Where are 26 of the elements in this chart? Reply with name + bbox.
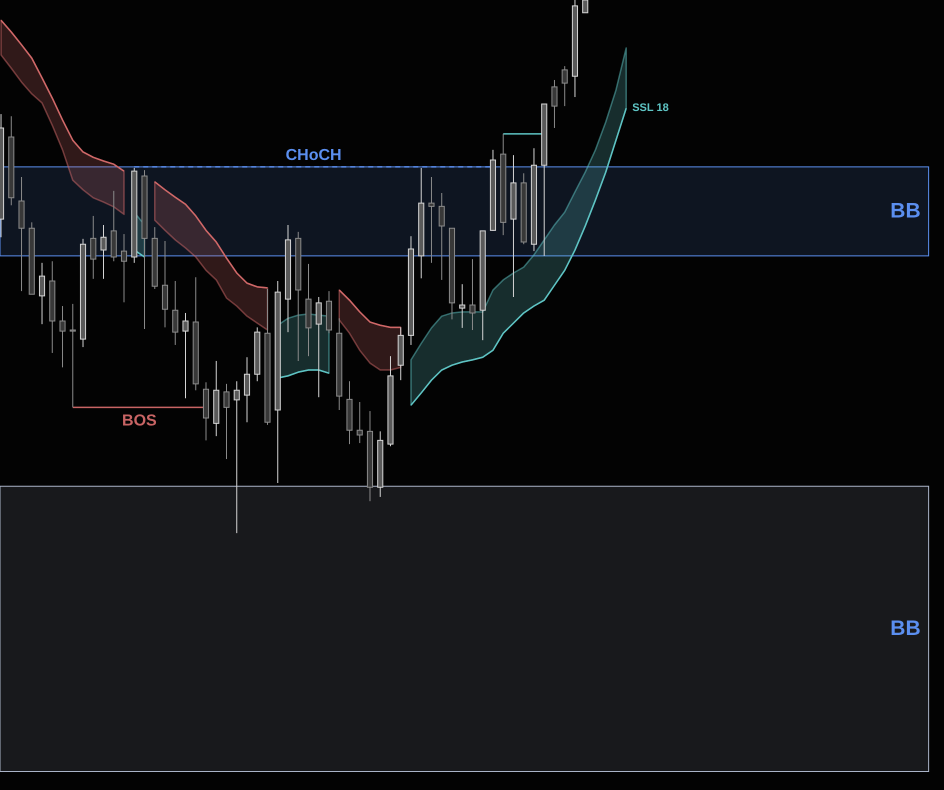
band-label: BB [890,616,921,640]
band-label: BB [890,199,921,222]
series-label: BOS [122,412,158,430]
candlestick [582,0,588,14]
candlestick [223,383,230,460]
candlestick [90,215,96,280]
series-label: CHoCH [286,146,342,164]
candlestick [428,176,435,264]
candlestick [438,192,445,280]
candlestick [38,262,46,325]
candlestick [356,402,363,444]
candlestick [562,66,568,107]
candlestick [59,306,66,368]
candlestick [182,312,189,399]
candlestick [234,380,240,534]
candlestick [120,234,128,303]
candlestick [551,79,558,128]
candlestick [459,284,466,328]
series-label: SSL 18 [632,102,669,114]
candlestick [70,303,76,408]
candlestick [469,258,476,331]
candlestick [244,356,250,423]
candlestick [162,240,168,328]
candlestick [316,296,322,398]
candlestick [100,224,107,280]
candlestick [172,280,178,346]
